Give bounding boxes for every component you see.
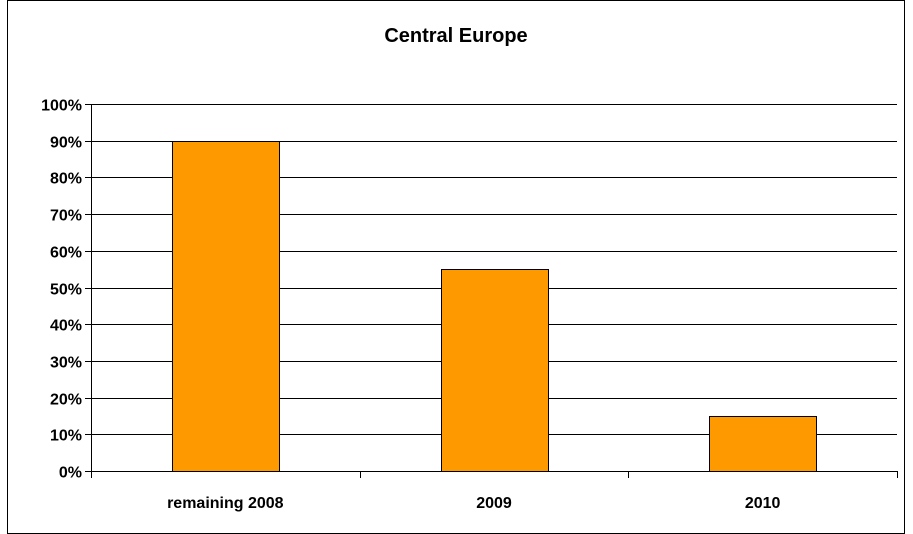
y-tick-label: 60% <box>50 245 82 262</box>
y-tick-labels: 0% 10% 20% 30% 40% 50% 60% 70% 80% 90% 100% <box>41 98 82 482</box>
x-tick-label: remaining 2008 <box>167 495 284 512</box>
y-tick-label: 30% <box>50 355 82 372</box>
x-tick-label: 2010 <box>745 495 781 512</box>
y-tick-label: 70% <box>50 208 82 225</box>
x-tick-label: 2009 <box>476 495 512 512</box>
chart-title: Central Europe <box>384 25 527 47</box>
y-tick-label: 20% <box>50 392 82 409</box>
axes <box>85 104 898 478</box>
y-tick-label: 0% <box>59 465 82 482</box>
bar <box>172 141 280 472</box>
y-tick-label: 10% <box>50 428 82 445</box>
bar <box>709 416 817 472</box>
y-tick-label: 40% <box>50 318 82 335</box>
y-tick-label: 80% <box>50 171 82 188</box>
y-tick-label: 50% <box>50 282 82 299</box>
y-tick-label: 100% <box>41 98 82 115</box>
y-tick-label: 90% <box>50 135 82 152</box>
bar <box>441 269 549 472</box>
x-tick-labels: remaining 2008 2009 2010 <box>167 495 780 512</box>
